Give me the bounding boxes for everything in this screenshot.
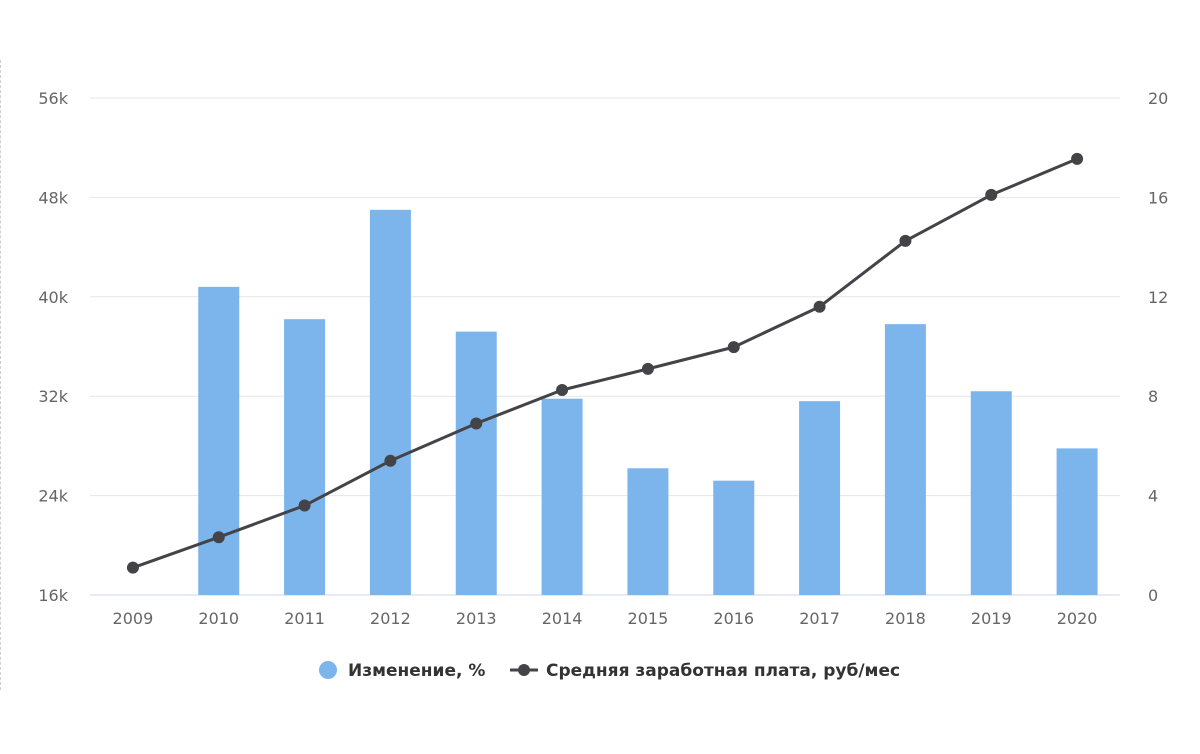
line-point — [470, 417, 483, 430]
x-tick-label: 2018 — [885, 609, 926, 628]
bar — [284, 319, 326, 595]
bar — [198, 286, 240, 595]
bar — [369, 209, 411, 595]
y-left-tick-label: 32k — [38, 387, 68, 406]
y-left-tick-label: 24k — [38, 487, 68, 506]
line-point — [212, 531, 225, 544]
line-point — [384, 454, 397, 467]
y-right-tick-label: 20 — [1148, 89, 1168, 108]
y-right-tick-label: 12 — [1148, 288, 1168, 307]
line-point — [813, 300, 826, 313]
x-tick-label: 2009 — [113, 609, 154, 628]
legend-line-label: Средняя заработная плата, руб/мес — [546, 661, 900, 681]
line-point — [899, 234, 912, 247]
x-tick-label: 2019 — [971, 609, 1012, 628]
y-right-tick-label: 8 — [1148, 387, 1158, 406]
line-point — [556, 383, 569, 396]
x-tick-label: 2014 — [542, 609, 583, 628]
y-left-tick-label: 16k — [38, 586, 68, 605]
line-point — [1071, 152, 1084, 165]
x-tick-label: 2010 — [198, 609, 239, 628]
line-series — [126, 152, 1084, 574]
bar — [799, 401, 841, 595]
line-point — [126, 561, 139, 574]
y-left-tick-label: 48k — [38, 188, 68, 207]
bar — [884, 324, 926, 595]
y-right-tick-label: 0 — [1148, 586, 1158, 605]
line-point — [985, 188, 998, 201]
line-point — [727, 341, 740, 354]
x-tick-label: 2020 — [1057, 609, 1098, 628]
bar — [627, 468, 669, 595]
x-tick-label: 2015 — [628, 609, 669, 628]
x-tick-label: 2017 — [799, 609, 840, 628]
bar — [455, 331, 497, 595]
legend-bar-label: Изменение, % — [348, 661, 485, 681]
y-right-tick-label: 4 — [1148, 487, 1158, 506]
y-left-tick-label: 56k — [38, 89, 68, 108]
legend-line-symbol — [518, 664, 530, 676]
x-tick-label: 2016 — [713, 609, 754, 628]
x-tick-label: 2012 — [370, 609, 411, 628]
y-left-tick-label: 40k — [38, 288, 68, 307]
series-line — [132, 157, 1078, 570]
gridlines — [90, 97, 1120, 596]
legend-bar-symbol — [319, 661, 337, 679]
y-right-tick-label: 16 — [1148, 188, 1168, 207]
bar — [541, 398, 583, 595]
axes: 16k 24k 32k 40k 48k 56k 0 4 8 12 16 20 2009 2010 2011 2… — [38, 89, 1168, 628]
legend: Изменение, % Средняя заработная плата, ру… — [319, 661, 900, 681]
left-dashed-border — [0, 60, 1, 690]
line-point — [641, 362, 654, 375]
bar — [713, 480, 755, 595]
bar-series — [198, 209, 1098, 595]
bar — [1056, 448, 1098, 595]
bar — [970, 391, 1012, 595]
x-tick-label: 2011 — [284, 609, 325, 628]
line-point — [298, 499, 311, 512]
x-tick-label: 2013 — [456, 609, 497, 628]
